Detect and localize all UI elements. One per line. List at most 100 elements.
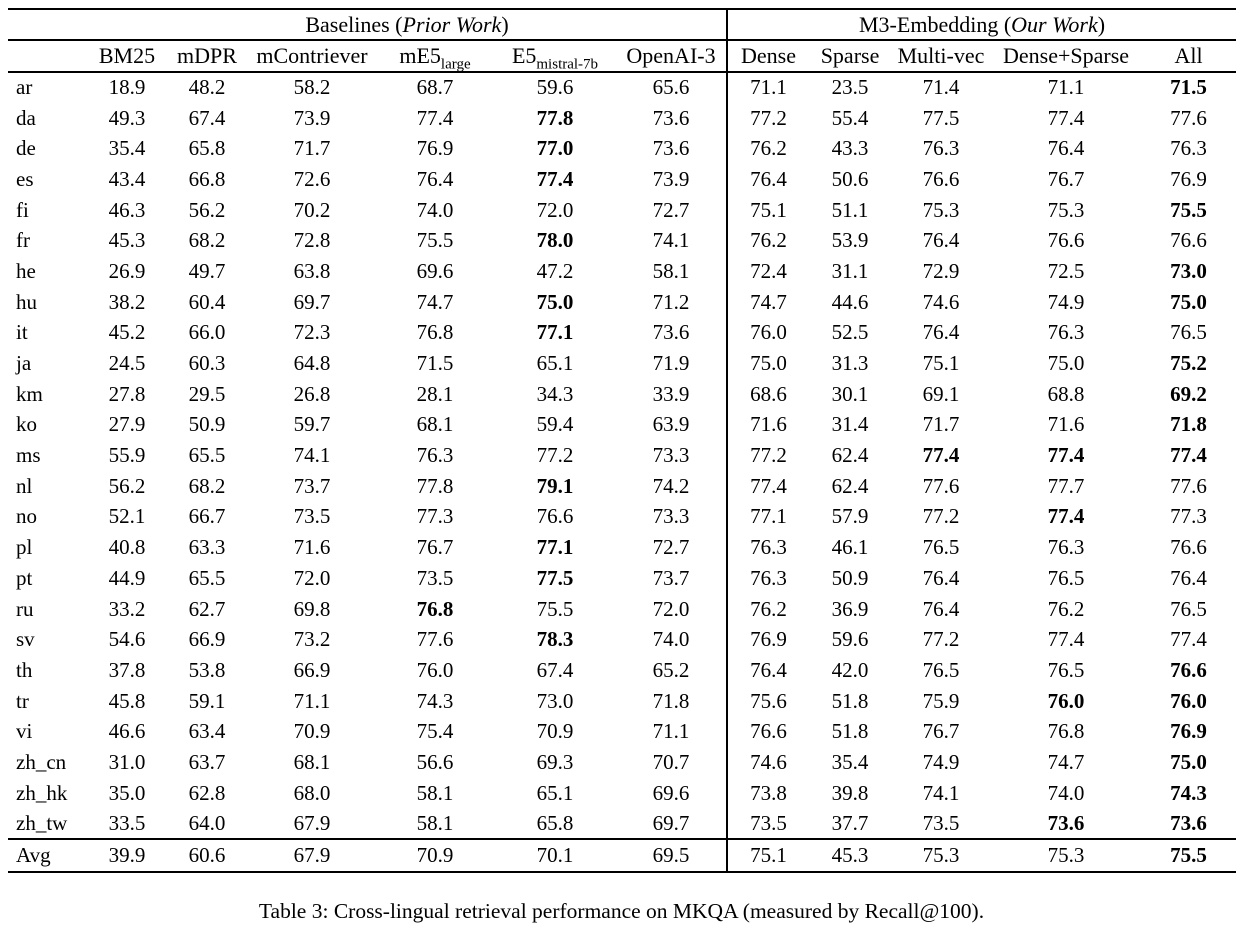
table-row-hu: hu 38.2 60.4 69.7 74.7 75.0 71.2 74.7 44.6 74.6 74… <box>8 286 1236 318</box>
cell-no-openai-3: 73.3 <box>652 504 690 529</box>
cell-fi-all: 75.5 <box>1170 197 1207 222</box>
cell-he-mdpr: 49.7 <box>188 258 226 283</box>
row-label: fi <box>16 197 29 222</box>
col-header-me5-large: mE5large <box>376 40 494 73</box>
cell-Avg-sparse: 45.3 <box>809 838 892 874</box>
cell-ja-e5-mistral-7b: 65.1 <box>536 351 574 376</box>
cell-hu-mdpr: 60.4 <box>188 289 226 314</box>
cell-zh_tw-dense: 73.5 <box>726 808 810 840</box>
row-label: th <box>16 657 33 682</box>
cell-km-mcontriever: 26.8 <box>293 381 331 406</box>
cell-pt-multi-vec: 76.4 <box>922 565 960 590</box>
cell-de-me5-large: 76.9 <box>416 136 454 161</box>
cell-he-all: 73.0 <box>1170 258 1207 283</box>
cell-pt-me5-large: 73.5 <box>416 565 454 590</box>
cell-ms-me5-large: 76.3 <box>416 443 454 468</box>
cell-ar-multi-vec: 71.4 <box>922 75 960 100</box>
cell-zh_hk-openai-3: 69.6 <box>652 780 690 805</box>
cell-ar-bm25: 18.9 <box>108 75 146 100</box>
cell-ar-mdpr: 48.2 <box>188 75 226 100</box>
cell-tr-e5-mistral-7b: 73.0 <box>536 688 574 713</box>
cell-ms-dense: 77.2 <box>726 440 810 471</box>
cell-th-all: 76.6 <box>1170 657 1207 682</box>
cell-zh_tw-bm25: 33.5 <box>108 810 146 835</box>
cell-nl-mcontriever: 73.7 <box>293 473 331 498</box>
cell-es-multi-vec: 76.6 <box>922 166 960 191</box>
row-label: ms <box>16 443 41 468</box>
cell-pt-e5-mistral-7b: 77.5 <box>536 565 574 590</box>
cell-fr-bm25: 45.3 <box>108 228 146 253</box>
col-header-e5-mistral-7b: E5mistral-7b <box>494 40 616 73</box>
cell-tr-mdpr: 59.1 <box>188 688 226 713</box>
cell-ja-multi-vec: 75.1 <box>922 351 960 376</box>
cell-da-dense: 77.2 <box>726 102 810 134</box>
cell-es-all: 76.9 <box>1170 166 1207 191</box>
cell-tr-dense-sparse: 76.0 <box>1047 688 1085 713</box>
cell-ar-all: 71.5 <box>1170 75 1207 100</box>
cell-ru-bm25: 33.2 <box>108 596 146 621</box>
cell-ko-e5-mistral-7b: 59.4 <box>536 412 574 437</box>
cell-pl-openai-3: 72.7 <box>652 535 690 560</box>
cell-tr-sparse: 51.8 <box>831 688 869 713</box>
cell-zh_tw-all: 73.6 <box>1170 810 1207 835</box>
cell-da-mdpr: 67.4 <box>188 105 226 130</box>
table-row-ms: ms 55.9 65.5 74.1 76.3 77.2 73.3 77.2 62.4 77.4 77… <box>8 440 1236 471</box>
cell-he-multi-vec: 72.9 <box>922 258 960 283</box>
cell-it-e5-mistral-7b: 77.1 <box>536 320 574 345</box>
table-row-nl: nl 56.2 68.2 73.7 77.8 79.1 74.2 77.4 62.4 77.6 77… <box>8 470 1236 502</box>
cell-tr-multi-vec: 75.9 <box>922 688 960 713</box>
cell-nl-e5-mistral-7b: 79.1 <box>536 473 574 498</box>
cell-nl-dense: 77.4 <box>726 470 810 502</box>
cell-he-openai-3: 58.1 <box>652 258 690 283</box>
row-label: ko <box>16 412 37 437</box>
cell-pl-multi-vec: 76.5 <box>922 535 960 560</box>
cell-ru-mdpr: 62.7 <box>188 596 226 621</box>
cell-hu-me5-large: 74.7 <box>416 289 454 314</box>
cell-nl-mdpr: 68.2 <box>188 473 226 498</box>
cell-Avg-e5-mistral-7b: 70.1 <box>494 838 616 874</box>
cell-zh_cn-sparse: 35.4 <box>831 749 869 774</box>
cell-Avg-all: 75.5 <box>1141 838 1237 874</box>
table-row-fr: fr 45.3 68.2 72.8 75.5 78.0 74.1 76.2 53.9 76.4 76… <box>8 225 1236 257</box>
cell-vi-sparse: 51.8 <box>831 719 869 744</box>
cell-nl-me5-large: 77.8 <box>416 473 454 498</box>
cell-ru-all: 76.5 <box>1170 596 1207 621</box>
cell-sv-mcontriever: 73.2 <box>293 627 331 652</box>
cell-vi-dense-sparse: 76.8 <box>1047 719 1085 744</box>
cell-ko-all: 71.8 <box>1170 412 1207 437</box>
cell-pl-sparse: 46.1 <box>831 535 869 560</box>
col-header-dense-sparse: Dense+Sparse <box>991 40 1142 73</box>
cell-ms-mdpr: 65.5 <box>188 443 226 468</box>
cell-nl-bm25: 56.2 <box>108 473 146 498</box>
cell-ar-dense: 71.1 <box>726 72 810 103</box>
corner-cell <box>8 40 88 73</box>
cell-zh_cn-all: 75.0 <box>1170 749 1207 774</box>
group-header-m3-embedding: M3-Embedding (Our Work) <box>726 8 1237 41</box>
cell-th-dense-sparse: 76.5 <box>1047 657 1085 682</box>
row-label: it <box>16 320 28 345</box>
row-label: ru <box>16 596 34 621</box>
table-row-ar: ar 18.9 48.2 58.2 68.7 59.6 65.6 71.1 23.5 71.4 71… <box>8 72 1236 103</box>
table-row-ja: ja 24.5 60.3 64.8 71.5 65.1 71.9 75.0 31.3 75.1 75… <box>8 348 1236 379</box>
cell-km-sparse: 30.1 <box>831 381 869 406</box>
cell-zh_hk-sparse: 39.8 <box>831 780 869 805</box>
cell-zh_hk-me5-large: 58.1 <box>416 780 454 805</box>
cell-zh_hk-bm25: 35.0 <box>108 780 146 805</box>
cell-fi-mdpr: 56.2 <box>188 197 226 222</box>
cell-pt-mcontriever: 72.0 <box>293 565 331 590</box>
cell-zh_cn-me5-large: 56.6 <box>416 749 454 774</box>
table-row-no: no 52.1 66.7 73.5 77.3 76.6 73.3 77.1 57.9 77.2 77… <box>8 501 1236 533</box>
cell-de-multi-vec: 76.3 <box>922 136 960 161</box>
cell-da-me5-large: 77.4 <box>416 105 454 130</box>
cell-no-bm25: 52.1 <box>108 504 146 529</box>
cell-da-bm25: 49.3 <box>108 105 146 130</box>
table-row-de: de 35.4 65.8 71.7 76.9 77.0 73.6 76.2 43.3 76.3 76… <box>8 133 1236 165</box>
cell-km-e5-mistral-7b: 34.3 <box>536 381 574 406</box>
cell-fr-openai-3: 74.1 <box>652 228 690 253</box>
table-row-zh_cn: zh_cn 31.0 63.7 68.1 56.6 69.3 70.7 74.6 35.4 74.… <box>8 747 1236 778</box>
cell-pt-dense-sparse: 76.5 <box>1047 565 1085 590</box>
row-label: nl <box>16 473 33 498</box>
cell-th-e5-mistral-7b: 67.4 <box>536 657 574 682</box>
row-label: fr <box>16 228 30 253</box>
cell-km-dense-sparse: 68.8 <box>1047 381 1085 406</box>
